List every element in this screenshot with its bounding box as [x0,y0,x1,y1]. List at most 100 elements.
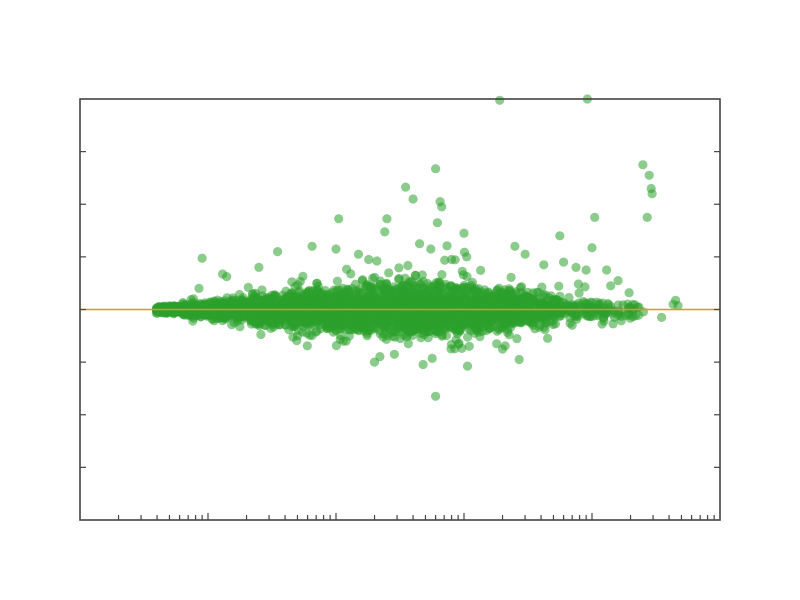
data-point [590,212,600,222]
data-point [217,303,227,313]
data-point [489,310,499,320]
data-point [437,270,447,280]
data-point [230,302,240,313]
data-point [350,279,361,289]
data-point [332,285,343,295]
data-point [512,334,522,344]
data-point [495,95,505,105]
data-point [517,316,527,327]
data-point [613,276,623,286]
data-point [229,318,239,328]
data-point [592,297,602,307]
data-point [555,231,565,241]
data-point [481,325,492,336]
data-point [307,241,317,251]
data-point [275,313,285,323]
data-point [492,339,502,349]
data-point [564,301,574,311]
data-point [491,288,501,299]
data-point [409,299,419,309]
data-point [285,291,295,301]
data-point [248,289,258,299]
data-point [574,288,584,298]
data-point [506,292,516,302]
data-point [408,194,418,204]
data-point [528,314,538,324]
data-point [331,340,341,351]
data-point [539,315,549,325]
data-point [369,289,379,299]
data-point [298,302,308,312]
data-point [337,304,347,314]
data-point [564,292,574,303]
axis-ticks [80,151,720,520]
data-point [264,314,274,324]
data-point [455,324,465,334]
data-point [375,279,385,289]
data-point [372,256,382,266]
data-point [256,329,266,340]
data-point [571,262,581,272]
data-point [517,297,528,307]
data-point [462,252,472,262]
data-point [369,357,380,367]
data-point [458,270,468,280]
data-point [510,241,520,251]
data-point [486,299,496,309]
data-point [302,341,312,351]
data-point [459,297,469,307]
data-point [426,244,436,254]
data-point [642,212,652,222]
data-point [431,391,441,401]
data-point [334,214,344,224]
data-point [394,274,404,284]
data-point [392,289,402,299]
data-point [506,272,516,282]
data-point [441,309,451,319]
data-point [580,282,590,292]
data-point [493,298,503,309]
data-point [528,288,538,298]
data-point [657,312,667,322]
data-point [302,291,312,301]
data-point [332,276,342,286]
data-point [479,298,489,308]
data-point [520,249,530,259]
data-point [221,310,231,320]
data-point [440,255,450,265]
data-point [370,272,380,282]
data-point [442,241,452,251]
data-point [169,303,179,313]
data-point [394,311,404,321]
data-point [471,284,481,294]
data-point [451,287,461,297]
data-point [504,330,514,340]
data-point [405,313,416,324]
data-point [571,300,581,310]
data-point [476,265,486,275]
data-point [606,281,616,291]
data-point [602,265,612,275]
data-point [271,295,281,305]
data-point [462,361,473,371]
data-point [628,299,638,310]
data-point [379,320,389,331]
data-point [381,334,392,344]
points-layer [151,94,683,401]
data-point [364,323,374,333]
data-point [415,239,425,249]
data-point [479,285,490,295]
data-point [253,312,264,322]
data-point [441,330,452,341]
data-point [497,344,508,354]
data-point [447,254,457,265]
data-point [514,354,524,365]
data-point [419,289,429,300]
data-point [380,227,390,237]
data-point [403,339,413,349]
data-point [228,309,238,319]
data-point [372,312,382,323]
data-point [500,285,510,295]
data-point [384,268,394,278]
